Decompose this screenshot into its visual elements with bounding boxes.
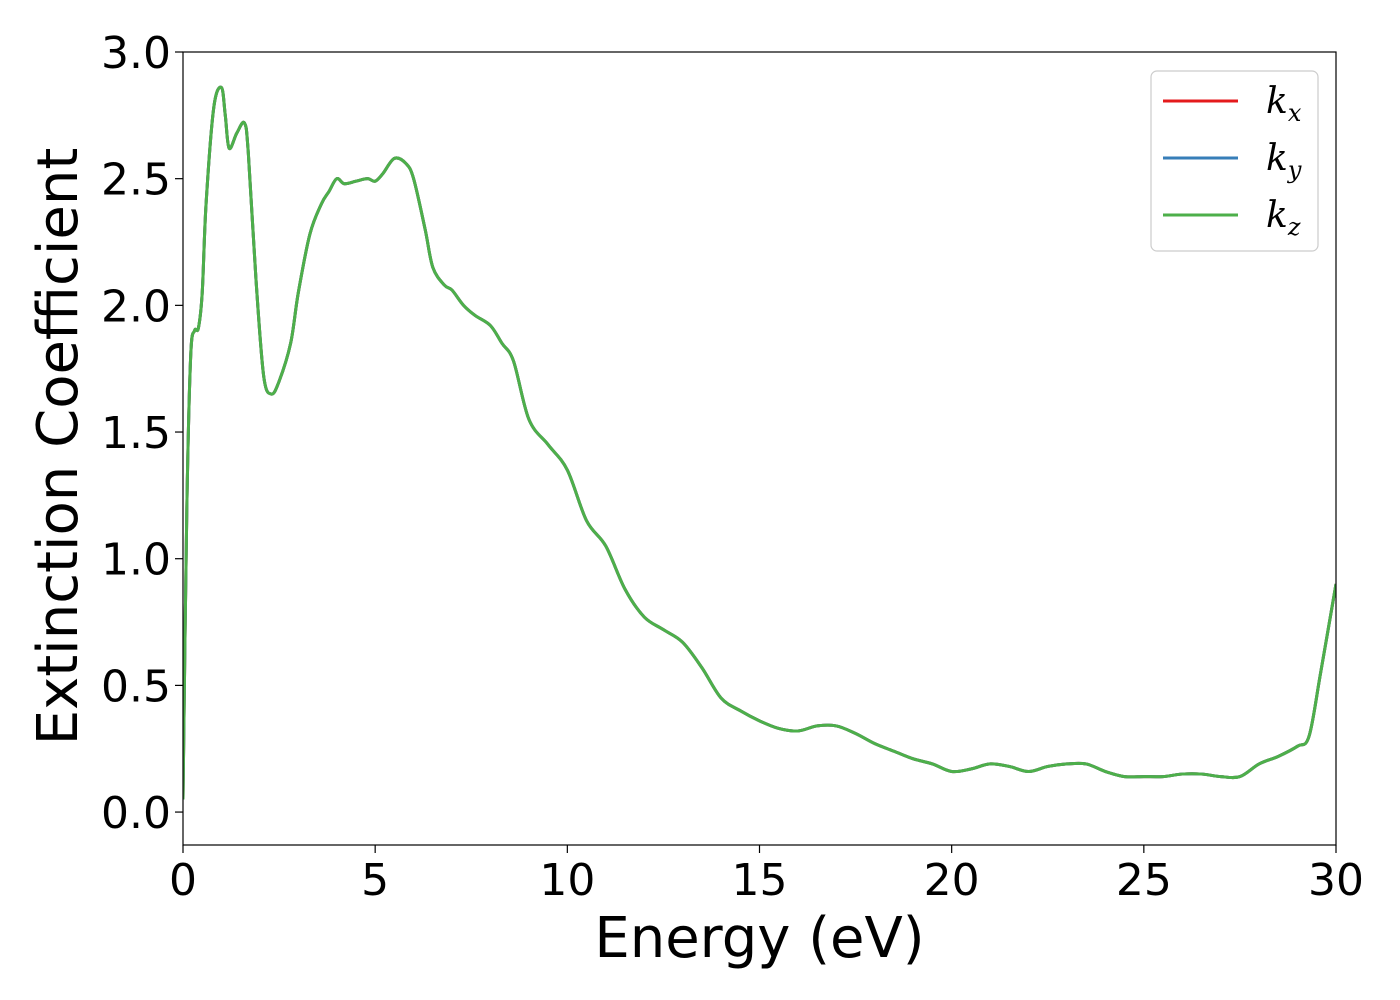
- x-axis-ticks: 0 5 10 15 20 25 30: [169, 845, 1364, 906]
- y-tick-label: 1.5: [101, 408, 171, 459]
- x-tick-label: 0: [169, 855, 197, 906]
- x-tick-label: 10: [539, 855, 595, 906]
- y-tick-label: 1.0: [101, 535, 171, 586]
- legend-label-base: k: [1266, 81, 1288, 122]
- legend-label-base: k: [1266, 195, 1288, 236]
- x-tick-label: 25: [1116, 855, 1172, 906]
- x-tick-label: 30: [1308, 855, 1364, 906]
- legend-label-subscript: x: [1288, 99, 1302, 127]
- y-tick-label: 0.0: [101, 788, 171, 839]
- legend-box: [1150, 70, 1319, 252]
- y-tick-label: 2.5: [101, 155, 171, 206]
- y-tick-label: 3.0: [101, 28, 171, 79]
- series-line-z: [183, 85, 1336, 800]
- legend-label-y: ky: [1266, 138, 1302, 184]
- series-layer: [183, 85, 1336, 800]
- x-tick-label: 15: [732, 855, 788, 906]
- x-tick-label: 5: [361, 855, 389, 906]
- legend-label-subscript: y: [1287, 156, 1302, 184]
- legend-label-subscript: z: [1287, 213, 1301, 241]
- x-axis-label: Energy (eV): [594, 906, 924, 971]
- legend-label-z: kz: [1266, 195, 1301, 241]
- x-tick-label: 20: [924, 855, 980, 906]
- y-axis-ticks: 0.0 0.5 1.0 1.5 2.0 2.5 3.0: [101, 28, 183, 839]
- legend-label-base: k: [1266, 138, 1288, 179]
- legend-label-x: kx: [1266, 81, 1302, 127]
- y-axis-label: Extinction Coefficient: [26, 148, 91, 746]
- y-tick-label: 2.0: [101, 281, 171, 332]
- y-tick-label: 0.5: [101, 661, 171, 712]
